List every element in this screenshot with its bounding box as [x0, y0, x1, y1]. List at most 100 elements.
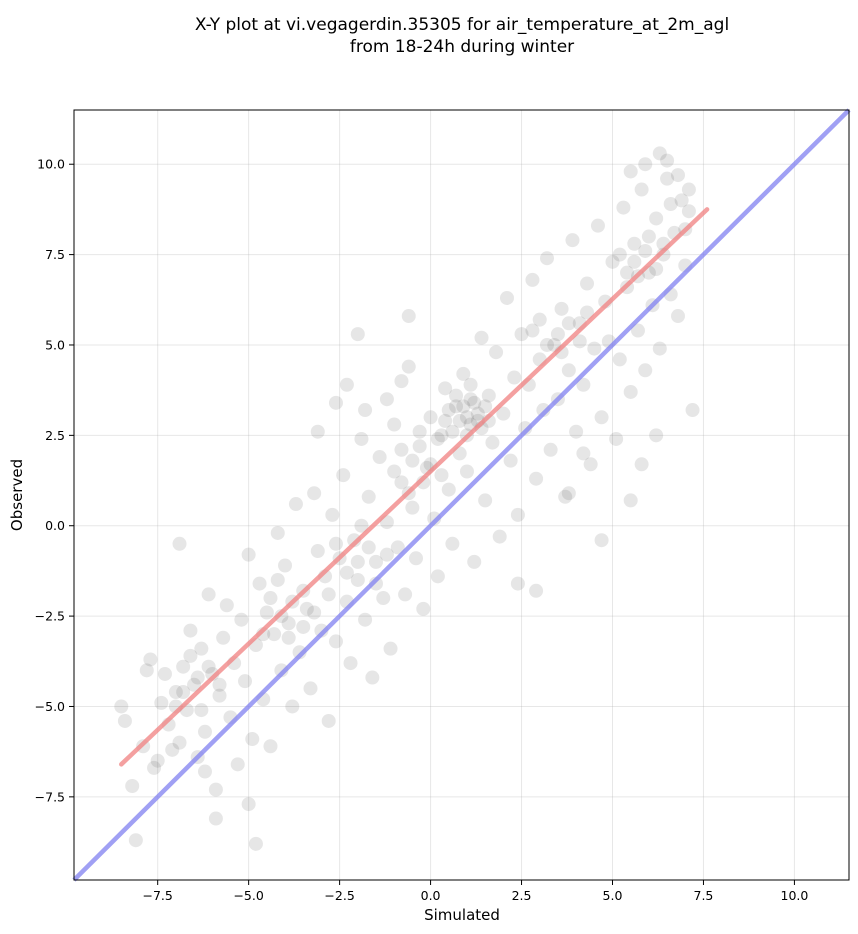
scatter-point	[321, 587, 336, 602]
scatter-point	[663, 196, 678, 211]
scatter-point	[241, 797, 256, 812]
scatter-point	[274, 663, 289, 678]
plot-frame	[73, 109, 850, 881]
scatter-point	[620, 265, 635, 280]
scatter-point	[529, 471, 544, 486]
scatter-point	[580, 305, 595, 320]
scatter-point	[259, 605, 274, 620]
scatter-point	[328, 536, 343, 551]
scatter-point	[376, 591, 391, 606]
scatter-point	[623, 384, 638, 399]
scatter-point	[652, 341, 667, 356]
scatter-point	[467, 395, 482, 410]
scatter-point	[350, 327, 365, 342]
scatter-point	[627, 236, 642, 251]
scatter-point	[358, 403, 373, 418]
scatter-point	[387, 464, 402, 479]
scatter-point	[339, 377, 354, 392]
scatter-point	[649, 211, 664, 226]
x-tick-label: 10.0	[781, 888, 809, 903]
scatter-point	[409, 551, 424, 566]
scatter-point	[401, 359, 416, 374]
scatter-point	[281, 616, 296, 631]
scatter-point	[478, 493, 493, 508]
scatter-point	[674, 193, 689, 208]
scatter-point	[379, 392, 394, 407]
scatter-point	[452, 413, 467, 428]
scatter-point	[299, 601, 314, 616]
scatter-point	[365, 670, 380, 685]
scatter-point	[372, 450, 387, 465]
scatter-point	[594, 533, 609, 548]
scatter-point	[208, 811, 223, 826]
scatter-point	[238, 674, 253, 689]
scatter-point	[383, 641, 398, 656]
scatter-point	[554, 301, 569, 316]
y-tick-label: −2.5	[35, 609, 65, 624]
scatter-point	[157, 666, 172, 681]
scatter-point	[390, 540, 405, 555]
scatter-point	[649, 428, 664, 443]
scatter-point	[216, 630, 231, 645]
scatter-point	[478, 399, 493, 414]
scatter-point	[510, 576, 525, 591]
scatter-point	[536, 403, 551, 418]
scatter-point	[405, 500, 420, 515]
scatter-point	[292, 645, 307, 660]
scatter-point	[514, 327, 529, 342]
scatter-point	[572, 334, 587, 349]
scatter-point	[350, 572, 365, 587]
scatter-point	[543, 442, 558, 457]
chart-subtitle: from 18-24h during winter	[350, 37, 574, 57]
scatter-point	[368, 554, 383, 569]
x-tick-label: 5.0	[603, 888, 623, 903]
scatter-point	[296, 619, 311, 634]
scatter-point	[449, 388, 464, 403]
x-tick-label: 2.5	[512, 888, 532, 903]
scatter-point	[234, 612, 249, 627]
scatter-point	[623, 493, 638, 508]
x-tick-label: −5.0	[233, 888, 263, 903]
scatter-point	[561, 363, 576, 378]
scatter-point	[612, 247, 627, 262]
x-axis-ticks: −7.5 −5.0 −2.5 0.0 2.5 5.0 7.5 10.0	[143, 880, 809, 903]
fit-lines	[72, 108, 851, 882]
scatter-point	[328, 395, 343, 410]
scatter-point	[550, 327, 565, 342]
scatter-point	[641, 229, 656, 244]
scatter-point	[263, 591, 278, 606]
scatter-point	[270, 525, 285, 540]
scatter-point	[627, 254, 642, 269]
scatter-point	[147, 760, 162, 775]
scatter-point	[649, 262, 664, 277]
scatter-point	[310, 544, 325, 559]
scatter-point	[412, 439, 427, 454]
scatter-point	[481, 388, 496, 403]
scatter-point	[540, 337, 555, 352]
scatter-point	[172, 536, 187, 551]
scatter-point	[168, 685, 183, 700]
scatter-point	[681, 204, 696, 219]
y-tick-label: 7.5	[45, 247, 65, 262]
scatter-point	[354, 431, 369, 446]
scatter-point	[201, 659, 216, 674]
scatter-point	[325, 507, 340, 522]
scatter-point	[576, 446, 591, 461]
scatter-point	[361, 540, 376, 555]
scatter-point	[368, 576, 383, 591]
scatter-point	[445, 424, 460, 439]
scatter-point	[150, 753, 165, 768]
scatter-point	[387, 417, 402, 432]
scatter-point	[438, 413, 453, 428]
y-tick-label: 0.0	[45, 518, 65, 533]
scatter-point	[623, 164, 638, 179]
scatter-point	[212, 677, 227, 692]
scatter-point	[594, 410, 609, 425]
scatter-point	[361, 489, 376, 504]
scatter-point	[459, 464, 474, 479]
scatter-point	[580, 276, 595, 291]
scatter-point	[405, 453, 420, 468]
scatter-point	[245, 732, 260, 747]
grid	[74, 110, 849, 880]
